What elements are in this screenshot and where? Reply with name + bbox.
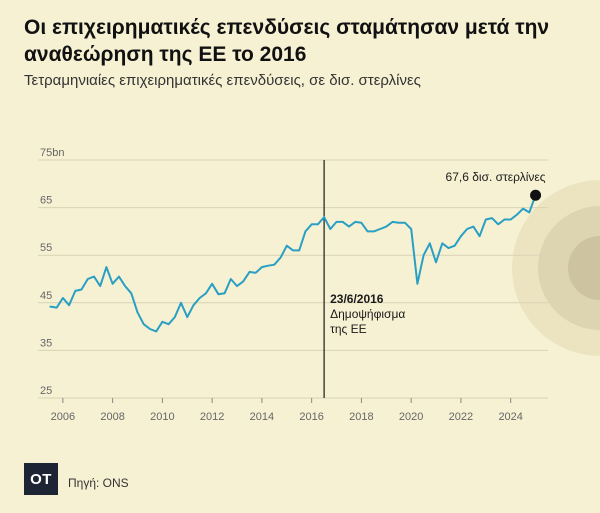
decorative-circles [512,180,600,356]
x-tick-label: 2006 [51,411,75,423]
x-tick-label: 2016 [299,411,323,423]
y-tick-label: 45 [40,290,52,302]
source-note: Πηγή: ONS [68,476,129,490]
brand-logo: OT [24,463,58,495]
y-tick-label: 75bn [40,147,64,159]
last-value-point [530,189,542,201]
page-title: Οι επιχειρηματικές επενδύσεις σταμάτησαν… [24,16,550,66]
x-tick-label: 2012 [200,411,224,423]
last-value-label: 67,6 δισ. στερλίνες [446,170,546,184]
y-tick-label: 65 [40,195,52,207]
referendum-label: 23/6/2016 [330,292,384,306]
x-tick-label: 2022 [449,411,473,423]
referendum-label: της ΕΕ [330,322,367,336]
x-tick-label: 2014 [250,411,274,423]
series-line [49,194,537,333]
y-tick-label: 25 [40,385,52,397]
x-tick-label: 2024 [498,411,522,423]
grid [38,159,548,399]
x-tick-label: 2010 [150,411,174,423]
x-tick-label: 2020 [399,411,423,423]
y-tick-label: 55 [40,242,52,254]
x-tick-label: 2008 [100,411,124,423]
series [49,194,537,333]
y-axis-ticks: 25 35 45 55 65 75bn [40,147,64,397]
x-axis-ticks: 2006 2008 2010 2012 2014 2016 2018 2020 2022 2024 [51,398,523,423]
page-subtitle: Τετραμηνιαίες επιχειρηματικές επενδύσεις… [24,72,421,89]
referendum-label: Δημοψήφισμα [330,307,405,321]
y-tick-label: 35 [40,337,52,349]
x-tick-label: 2018 [349,411,373,423]
deco-circle-inner [568,236,600,300]
